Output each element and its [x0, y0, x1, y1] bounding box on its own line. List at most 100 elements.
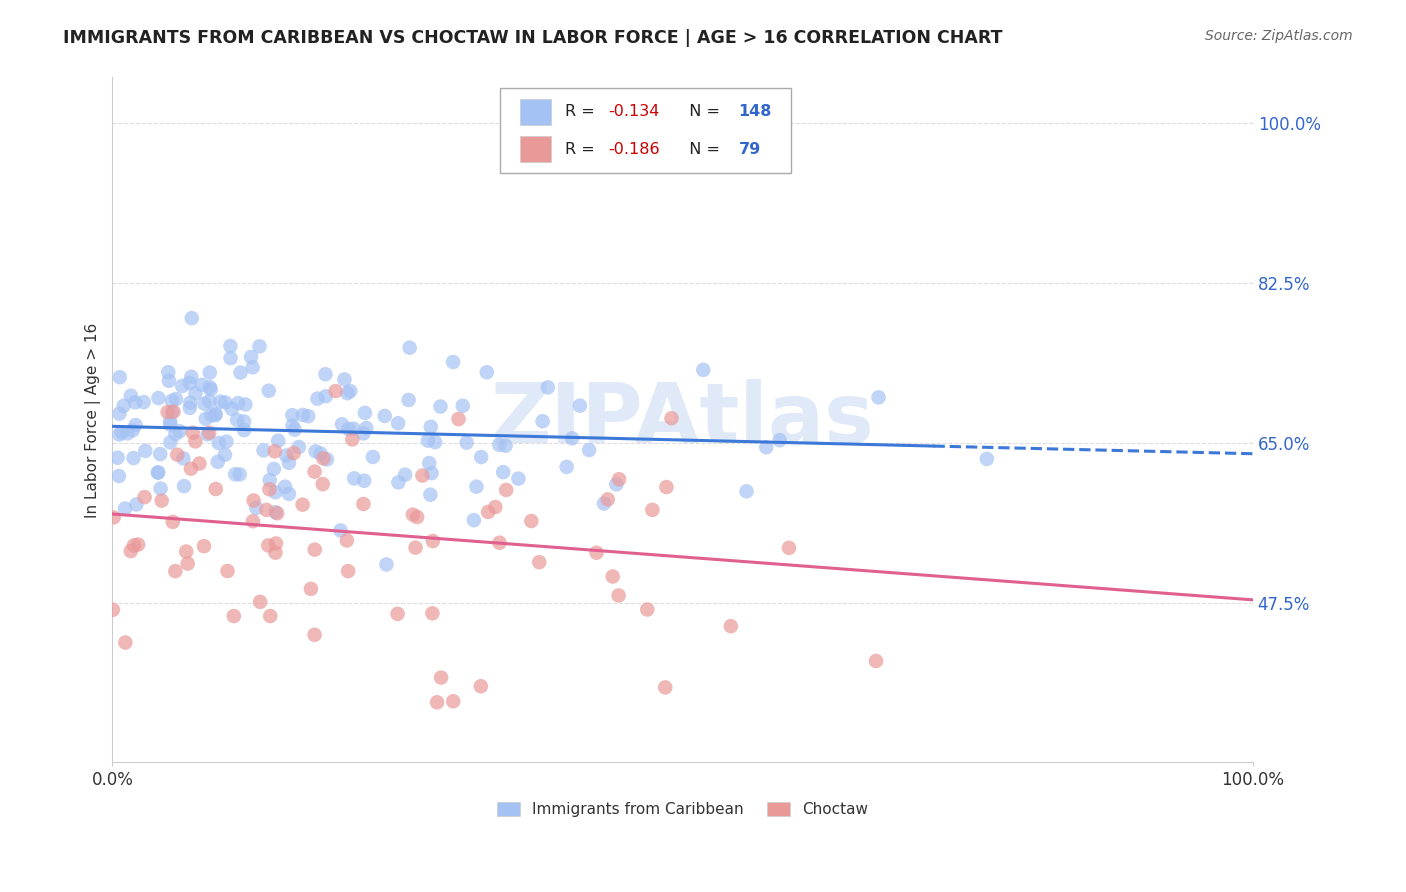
Point	[470, 679, 492, 693]
Point	[284, 423, 307, 437]
Point	[249, 595, 271, 609]
Point	[124, 418, 146, 433]
Point	[127, 537, 149, 551]
Point	[495, 439, 517, 453]
Point	[125, 498, 148, 512]
Point	[291, 408, 314, 422]
Point	[354, 406, 377, 420]
Point	[229, 467, 252, 482]
Point	[492, 465, 515, 479]
Point	[402, 508, 425, 522]
Bar	[520, 99, 551, 125]
Point	[103, 510, 125, 524]
Text: 148: 148	[738, 104, 772, 120]
Point	[342, 433, 364, 447]
Point	[465, 480, 488, 494]
Point	[222, 609, 245, 624]
Point	[419, 420, 441, 434]
Point	[394, 467, 416, 482]
Point	[312, 477, 335, 491]
Point	[242, 493, 264, 508]
Point	[259, 473, 281, 487]
Point	[605, 477, 627, 491]
Point	[111, 425, 134, 440]
Point	[200, 383, 222, 397]
Point	[416, 434, 439, 448]
Text: N =: N =	[679, 142, 725, 156]
Point	[173, 479, 195, 493]
Point	[387, 475, 409, 490]
Point	[353, 474, 375, 488]
Point	[337, 422, 360, 436]
Point	[411, 468, 433, 483]
Point	[342, 422, 364, 436]
Point	[226, 413, 249, 427]
Point	[720, 619, 742, 633]
Point	[602, 569, 624, 583]
Point	[309, 446, 332, 460]
Point	[122, 538, 145, 552]
Point	[245, 500, 267, 515]
Point	[264, 485, 287, 500]
Point	[422, 534, 444, 549]
Point	[429, 400, 451, 414]
Point	[165, 392, 187, 406]
Point	[456, 435, 478, 450]
Point	[278, 456, 301, 470]
Point	[114, 635, 136, 649]
Point	[607, 472, 630, 486]
Point	[422, 607, 444, 621]
Point	[120, 389, 142, 403]
Point	[184, 386, 207, 401]
Point	[165, 564, 187, 578]
Point	[233, 415, 256, 429]
Point	[235, 397, 257, 411]
Point	[484, 500, 506, 514]
Point	[134, 490, 156, 504]
Point	[398, 341, 420, 355]
Point	[159, 417, 181, 432]
Point	[447, 412, 470, 426]
Point	[198, 425, 221, 440]
Point	[266, 506, 288, 520]
Point	[314, 368, 336, 382]
Point	[537, 380, 560, 394]
Point	[146, 465, 169, 479]
Point	[495, 483, 517, 497]
Text: R =: R =	[565, 104, 600, 120]
Point	[423, 435, 446, 450]
Point	[198, 380, 221, 394]
Point	[257, 384, 280, 398]
Point	[430, 671, 453, 685]
Point	[263, 462, 285, 476]
Point	[281, 408, 304, 422]
Point	[655, 480, 678, 494]
Point	[329, 524, 352, 538]
Point	[283, 446, 305, 460]
Point	[156, 405, 179, 419]
Point	[267, 434, 290, 448]
Point	[108, 469, 131, 483]
Point	[330, 417, 353, 432]
Point	[160, 405, 183, 419]
Point	[166, 448, 188, 462]
Point	[169, 424, 191, 438]
Point	[865, 654, 887, 668]
Point	[184, 434, 207, 449]
Point	[117, 426, 139, 441]
Point	[219, 339, 242, 353]
Point	[276, 449, 298, 463]
Point	[120, 544, 142, 558]
Point	[179, 376, 201, 390]
Point	[315, 389, 337, 403]
Point	[339, 384, 361, 398]
Point	[463, 513, 485, 527]
Point	[299, 582, 322, 596]
Point	[470, 450, 492, 464]
Point	[735, 484, 758, 499]
Point	[242, 360, 264, 375]
Point	[242, 514, 264, 528]
Point	[477, 505, 499, 519]
Point	[214, 395, 236, 409]
Point	[778, 541, 800, 555]
